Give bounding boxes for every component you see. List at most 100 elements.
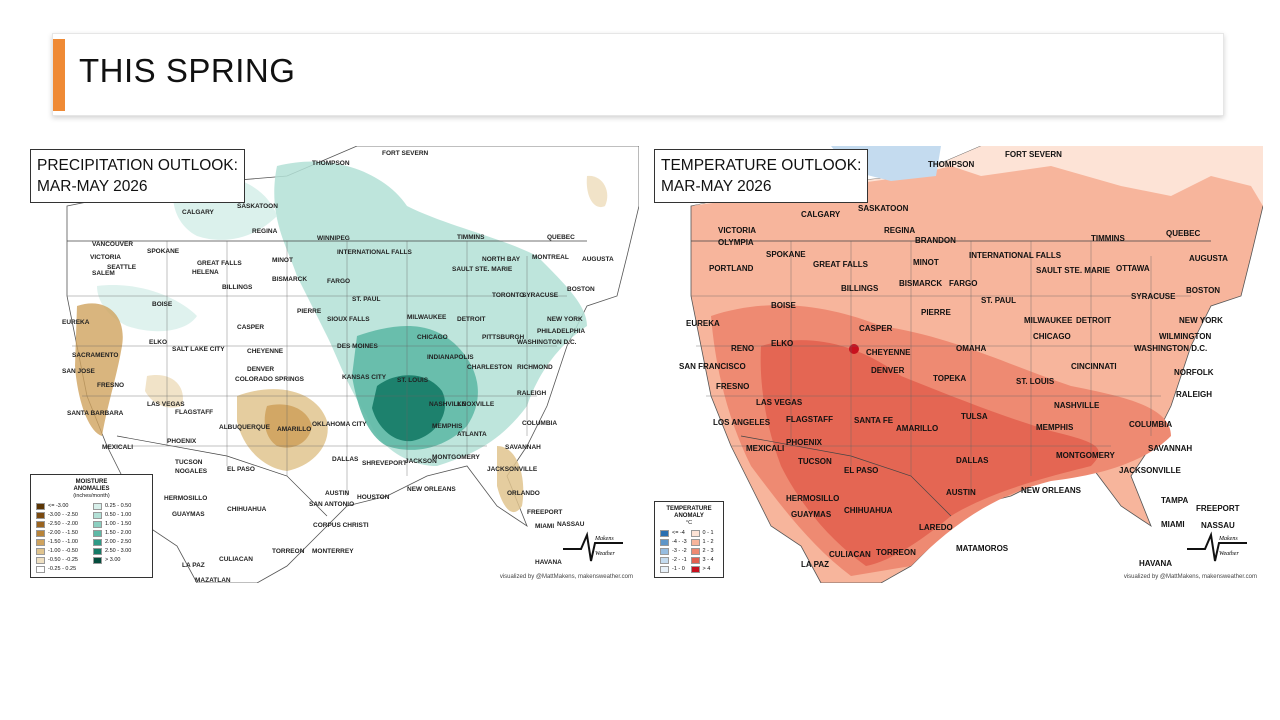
legend-swatch: [690, 556, 700, 564]
legend-swatch: [36, 520, 45, 528]
legend-item: 2 - 3: [690, 547, 719, 555]
city-label: MATAMOROS: [956, 544, 1009, 553]
legend-label: > 4: [702, 566, 711, 572]
city-label: DALLAS: [956, 456, 989, 465]
wet-anomaly-light: [274, 161, 587, 466]
city-label: CASPER: [237, 324, 265, 331]
city-label: RALEIGH: [1176, 390, 1212, 399]
legend-label: <= -4: [672, 530, 685, 536]
legend-item: -4 - -3: [660, 538, 688, 546]
city-label: OLYMPIA: [718, 238, 754, 247]
legend-subtitle: (inches/month): [73, 493, 110, 499]
city-label: THOMPSON: [312, 160, 350, 167]
legend-label: -2.50 - -2.00: [48, 521, 78, 527]
city-label: SAVANNAH: [1148, 444, 1193, 453]
legend-item: -0.50 - -0.25: [36, 556, 90, 564]
header-card: THIS SPRING: [52, 33, 1224, 116]
legend-item: -1.00 - -0.50: [36, 547, 90, 555]
legend-item: 1.00 - 1.50: [93, 520, 147, 528]
city-label: SYRACUSE: [522, 292, 559, 299]
state-borders-vertical: [166, 241, 528, 496]
city-label: SASKATOON: [858, 204, 909, 213]
city-label: NEW YORK: [1179, 316, 1223, 325]
legend-swatch: [36, 502, 45, 510]
city-label: NASSAU: [557, 521, 585, 528]
city-label: JACKSONVILLE: [1119, 466, 1181, 475]
precipitation-title-line1: PRECIPITATION OUTLOOK:: [37, 157, 238, 174]
temperature-outlook-map: TEMPERATURE OUTLOOK: MAR-MAY 2026 THOMPS…: [651, 146, 1263, 583]
city-label: DETROIT: [1076, 316, 1112, 325]
city-label: SAVANNAH: [505, 444, 541, 451]
legend-swatch: [93, 502, 102, 510]
city-label: FARGO: [949, 279, 978, 288]
legend-item: -2 - -1: [660, 556, 688, 564]
legend-label: -2 - -1: [672, 557, 687, 563]
city-label: VICTORIA: [90, 254, 121, 261]
city-label: BRANDON: [915, 236, 956, 245]
legend-swatch: [93, 529, 102, 537]
legend-item: 2.00 - 2.50: [93, 538, 147, 546]
city-label: AMARILLO: [896, 424, 939, 433]
temperature-legend: TEMPERATURE ANOMALY °C <= -4 0 - 1 -4 - -3…: [654, 501, 724, 578]
city-label: INTERNATIONAL FALLS: [337, 249, 412, 256]
legend-title-line1: TEMPERATURE: [666, 506, 712, 512]
city-label: NEW ORLEANS: [1021, 486, 1081, 495]
city-label: MINOT: [272, 257, 293, 264]
legend-swatch: [36, 547, 45, 555]
city-label: NASHVILLE: [1054, 401, 1100, 410]
city-label: SAULT STE. MARIE: [1036, 266, 1111, 275]
city-label: SEATTLE: [107, 264, 137, 271]
city-label: SACRAMENTO: [72, 352, 119, 359]
city-label: DETROIT: [457, 316, 486, 323]
city-label: MEMPHIS: [1036, 423, 1074, 432]
city-label: SALT LAKE CITY: [172, 346, 225, 353]
wet-anomaly-strong: [372, 375, 446, 442]
city-label: MONTGOMERY: [1056, 451, 1115, 460]
city-label: MILWAUKEE: [407, 314, 447, 321]
legend-label: 3 - 4: [702, 557, 714, 563]
legend-title-line2: ANOMALIES: [73, 486, 110, 492]
legend-swatch: [93, 511, 102, 519]
makens-weather-logo: Makens Weather: [1187, 531, 1247, 562]
city-label: PIERRE: [921, 308, 951, 317]
city-label: THOMPSON: [928, 160, 975, 169]
wet-anomaly-northwest: [97, 285, 197, 332]
city-label: MIAMI: [1161, 520, 1185, 529]
city-label: SAN JOSE: [62, 368, 95, 375]
svg-text:Weather: Weather: [595, 551, 615, 557]
city-label: SANTA BARBARA: [67, 410, 124, 417]
legend-item: 2.50 - 3.00: [93, 547, 147, 555]
city-label: DES MOINES: [337, 343, 378, 350]
city-label: DENVER: [247, 366, 275, 373]
city-label: COLUMBIA: [1129, 420, 1173, 429]
precipitation-legend: MOISTURE ANOMALIES (inches/month) <= -3.…: [30, 474, 153, 578]
city-label: FARGO: [327, 278, 351, 285]
city-label: ORLANDO: [507, 490, 540, 497]
legend-label: -1.00 - -0.50: [48, 548, 78, 554]
legend-item: 3 - 4: [690, 556, 719, 564]
city-label: ST. LOUIS: [397, 377, 429, 384]
city-label: QUEBEC: [1166, 229, 1201, 238]
legend-label: 1.50 - 2.00: [105, 530, 132, 536]
city-label: CHARLESTON: [467, 364, 513, 371]
city-label: ST. PAUL: [981, 296, 1016, 305]
city-label: MEMPHIS: [432, 423, 463, 430]
page-title: THIS SPRING: [79, 52, 296, 89]
city-label: AUGUSTA: [1189, 254, 1228, 263]
city-label: KANSAS CITY: [342, 374, 387, 381]
city-label: AUSTIN: [325, 490, 350, 497]
temperature-map-title: TEMPERATURE OUTLOOK: MAR-MAY 2026: [654, 149, 869, 203]
city-label: FRESNO: [716, 382, 750, 391]
legend-swatch: [93, 547, 102, 555]
city-label: CINCINNATI: [1071, 362, 1117, 371]
city-label: HERMOSILLO: [786, 494, 840, 503]
city-label: MONTREAL: [532, 254, 569, 261]
city-label: LA PAZ: [801, 560, 829, 569]
legend-swatch: [660, 538, 669, 546]
city-label: WASHINGTON D.C.: [517, 339, 577, 346]
city-label: CHICAGO: [417, 334, 448, 341]
dry-anomaly-florida: [497, 446, 524, 513]
city-label: FREEPORT: [527, 509, 563, 516]
state-borders-vertical: [790, 241, 1152, 496]
city-label: TIMMINS: [457, 234, 485, 241]
